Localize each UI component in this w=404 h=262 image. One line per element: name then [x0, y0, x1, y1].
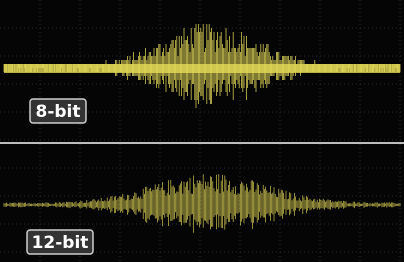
panel-label: 8-bit	[35, 102, 80, 122]
label-8bit: 8-bit	[30, 99, 86, 123]
page: 8-bit 12-bit (() => { const data = JSON.…	[0, 0, 404, 262]
label-12bit: 12-bit	[27, 230, 93, 254]
panel-label: 12-bit	[32, 233, 89, 253]
oscilloscope-screen: 8-bit 12-bit	[0, 0, 404, 262]
